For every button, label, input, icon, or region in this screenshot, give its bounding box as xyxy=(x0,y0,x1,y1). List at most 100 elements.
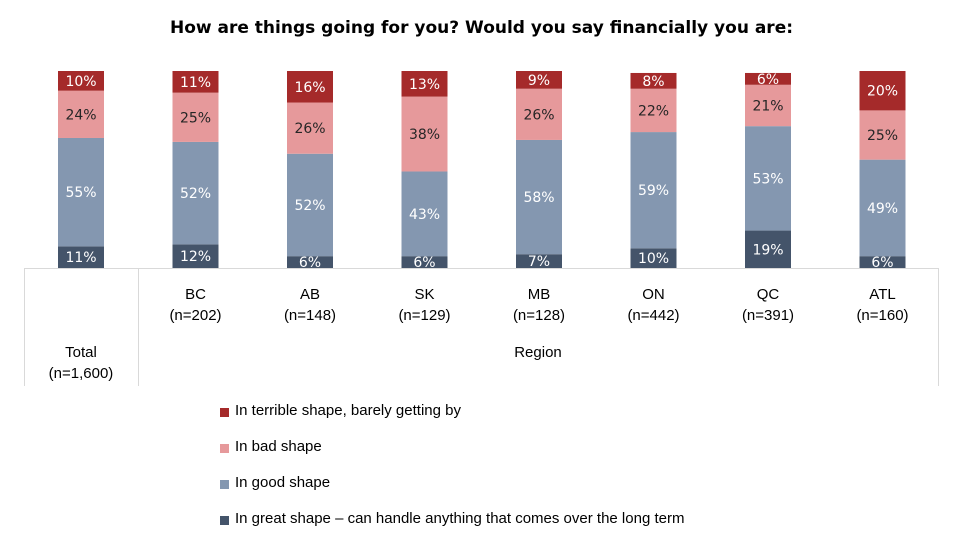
bar-segment xyxy=(859,71,906,111)
bar-segment xyxy=(58,90,104,138)
category-label: ON (n=442) xyxy=(599,284,709,326)
category-sample-size: (n=129) xyxy=(398,307,451,324)
bar-segment xyxy=(287,256,333,268)
bar-segment xyxy=(172,71,219,93)
category-label: QC (n=391) xyxy=(713,284,823,326)
data-label: 25% xyxy=(180,110,211,126)
bar-segment xyxy=(516,139,562,255)
bar-segment xyxy=(58,71,104,91)
category-name: MB xyxy=(527,286,551,303)
category-label: BC (n=202) xyxy=(141,284,251,326)
data-label: 24% xyxy=(65,107,96,123)
data-label: 6% xyxy=(299,255,321,271)
data-label: 6% xyxy=(413,255,435,271)
data-label: 10% xyxy=(638,251,669,267)
bar-segment xyxy=(745,84,791,127)
data-label: 11% xyxy=(65,250,96,266)
data-label: 38% xyxy=(409,127,440,143)
data-label: 43% xyxy=(409,207,440,223)
bar-segment xyxy=(401,71,448,97)
data-label: 16% xyxy=(294,80,325,96)
data-label: 8% xyxy=(642,74,664,90)
legend-swatch xyxy=(220,444,229,453)
category-sample-size: (n=391) xyxy=(741,307,795,324)
category-sample-size: (n=1,600) xyxy=(48,365,114,382)
category-sample-size: (n=442) xyxy=(627,307,680,324)
category-sample-size: (n=128) xyxy=(512,307,566,324)
data-label: 59% xyxy=(638,183,669,199)
bar-segment xyxy=(58,246,104,268)
data-label: 12% xyxy=(180,249,211,265)
bar-segment xyxy=(859,110,906,160)
legend-label: In terrible shape, barely getting by xyxy=(235,402,461,419)
category-name: Total xyxy=(65,344,97,361)
legend-swatch xyxy=(220,516,229,525)
bar-segment xyxy=(287,102,333,154)
bar-segment xyxy=(630,72,677,89)
category-name: QC xyxy=(756,286,780,303)
category-label: ATL (n=160) xyxy=(828,284,938,326)
bar-segment xyxy=(516,71,562,89)
data-label: 26% xyxy=(294,121,325,137)
bar-segment xyxy=(401,256,448,268)
bar-segment xyxy=(58,137,104,247)
category-name: SK xyxy=(414,286,435,303)
bars-layer: 11% 55% 24% 10% 12% 52% 25% 11% 6% 52% 26% 16% 6% 43%… xyxy=(58,71,906,271)
category-name: ATL xyxy=(869,286,896,303)
data-label: 19% xyxy=(752,242,783,258)
category-label: MB (n=128) xyxy=(484,284,594,326)
bar-segment xyxy=(172,92,219,142)
data-label: 7% xyxy=(528,254,550,270)
bar-segment xyxy=(516,88,562,140)
data-label: 13% xyxy=(409,77,440,93)
data-label: 22% xyxy=(638,103,669,119)
category-sample-size: (n=202) xyxy=(169,307,222,324)
data-label: 10% xyxy=(65,74,96,90)
legend-swatch xyxy=(220,408,229,417)
data-label: 55% xyxy=(65,185,96,201)
category-sample-size: (n=160) xyxy=(856,307,909,324)
bar-segment xyxy=(401,96,448,172)
legend-label: In bad shape xyxy=(235,438,322,455)
data-label: 9% xyxy=(528,73,550,89)
category-axis-table xyxy=(24,268,939,386)
category-name: ON xyxy=(642,286,665,303)
data-label: 52% xyxy=(180,186,211,202)
bar-segment xyxy=(630,132,677,249)
bar-segment xyxy=(287,153,333,257)
data-label: 26% xyxy=(523,107,554,123)
data-label: 11% xyxy=(180,75,211,91)
legend-swatch xyxy=(220,480,229,489)
bar-segment xyxy=(401,171,448,257)
bar-segment xyxy=(287,71,333,103)
legend-label: In great shape – can handle anything tha… xyxy=(235,510,685,527)
category-label: Total (n=1,600) xyxy=(26,342,136,384)
data-label: 58% xyxy=(523,190,554,206)
data-label: 20% xyxy=(867,84,898,100)
data-label: 25% xyxy=(867,128,898,144)
bar-segment xyxy=(172,141,219,245)
chart-title: How are things going for you? Would you … xyxy=(169,18,794,38)
data-label: 6% xyxy=(757,72,779,88)
category-label: SK (n=129) xyxy=(370,284,480,326)
bar-segment xyxy=(859,256,906,268)
bar-segment xyxy=(859,159,906,257)
category-sample-size: (n=148) xyxy=(283,307,337,324)
bar-segment xyxy=(630,248,677,268)
bar-segment xyxy=(172,244,219,268)
region-group-label: Region xyxy=(514,344,562,361)
bar-segment xyxy=(516,254,562,268)
category-name: AB xyxy=(299,286,320,303)
data-label: 49% xyxy=(867,201,898,217)
category-name: BC xyxy=(185,286,206,303)
data-label: 52% xyxy=(294,198,325,214)
bar-segment xyxy=(745,72,791,85)
data-label: 53% xyxy=(752,171,783,187)
legend-label: In good shape xyxy=(235,474,331,491)
bar-segment xyxy=(745,126,791,231)
bar-segment xyxy=(745,230,791,268)
bar-segment xyxy=(630,88,677,133)
data-label: 21% xyxy=(752,98,783,114)
data-label: 6% xyxy=(871,255,893,271)
